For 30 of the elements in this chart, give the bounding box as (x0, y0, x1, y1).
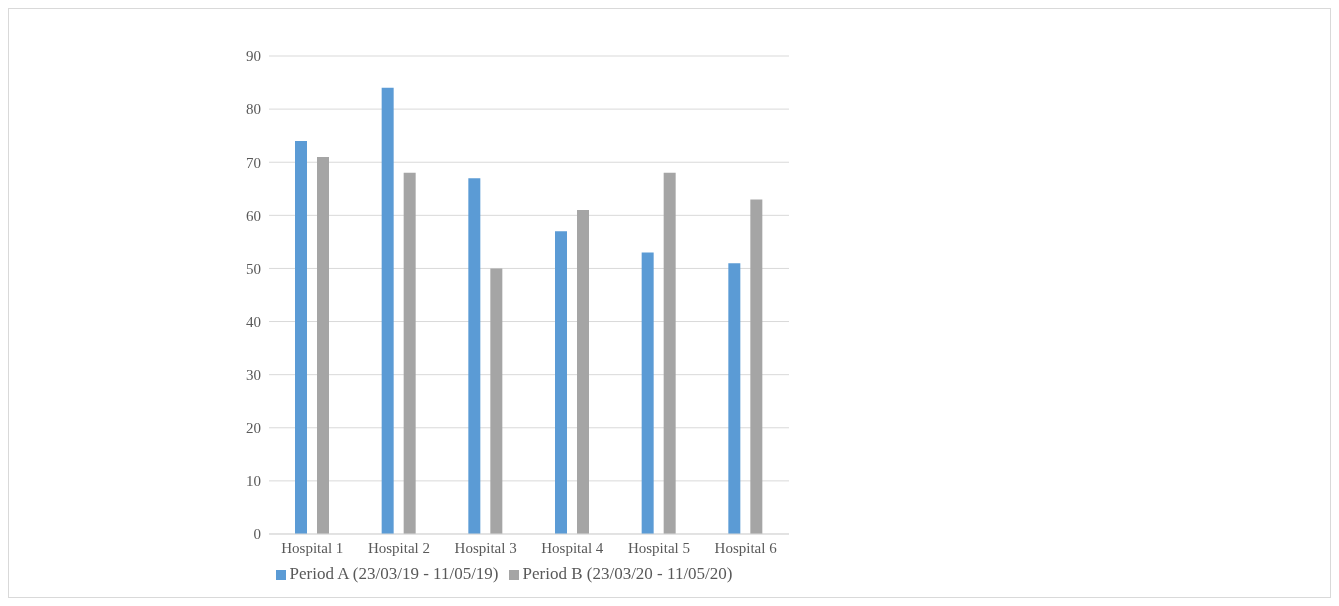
bar (555, 231, 567, 534)
bar (295, 140, 307, 534)
bar (750, 199, 763, 534)
y-tick-label: 20 (246, 420, 261, 437)
y-tick-label: 0 (253, 526, 261, 543)
y-tick-label: 90 (246, 48, 261, 65)
bar (317, 156, 329, 534)
y-tick-label: 50 (246, 260, 261, 277)
bar (641, 252, 654, 534)
y-tick-label: 30 (246, 366, 261, 383)
x-tick-label: Hospital 2 (367, 539, 431, 556)
bar (490, 268, 503, 534)
y-tick-label: 60 (246, 207, 261, 224)
legend-label: Period A (23/03/19 - 11/05/19) (289, 564, 499, 583)
y-tick-label: 80 (246, 101, 261, 118)
bar (728, 263, 741, 534)
bar (663, 172, 676, 534)
bar (468, 178, 481, 534)
x-tick-label: Hospital 5 (627, 539, 691, 556)
y-tick-label: 40 (246, 313, 261, 330)
x-tick-label: Hospital 6 (714, 539, 778, 556)
x-tick-label: Hospital 1 (281, 539, 344, 556)
bar (381, 87, 394, 534)
legend-label: Period B (23/03/20 - 11/05/20) (522, 564, 733, 583)
y-tick-label: 70 (246, 154, 261, 171)
bar (577, 210, 589, 534)
bar (403, 172, 416, 534)
x-tick-label: Hospital 3 (454, 539, 517, 556)
y-tick-label: 10 (246, 473, 261, 490)
x-tick-label: Hospital 4 (541, 539, 604, 556)
